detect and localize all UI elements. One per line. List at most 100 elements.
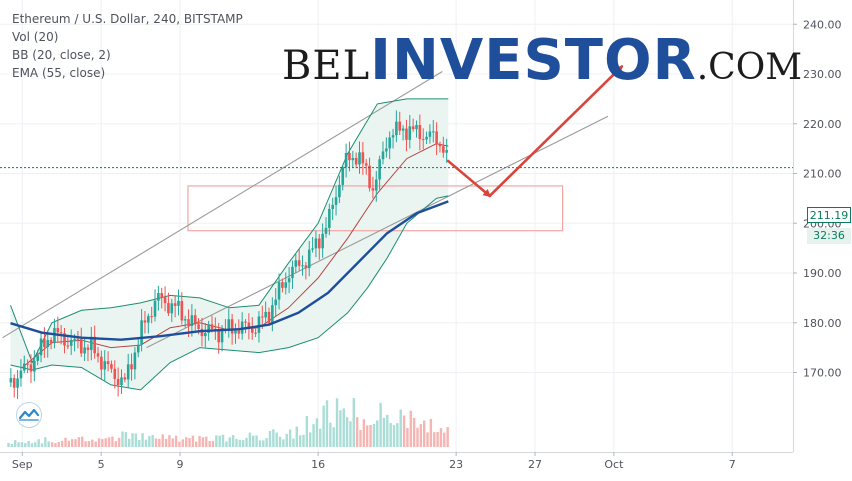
candle-body-67 — [234, 330, 237, 334]
candle-body-57 — [200, 328, 204, 337]
time-axis-label-5: 27 — [528, 458, 542, 471]
bar-countdown-tag: 32:36 — [807, 228, 851, 244]
candle-body-110 — [378, 159, 381, 180]
candle-body-35 — [126, 364, 130, 380]
candle-body-1 — [12, 378, 16, 388]
tradingview-logo-icon[interactable] — [16, 402, 42, 428]
ema-line — [10, 200, 449, 341]
candle-body-88 — [304, 265, 308, 269]
volume-bar-107 — [366, 425, 369, 447]
volume-bar-59 — [205, 436, 208, 447]
volume-bar-67 — [231, 435, 235, 447]
candle-body-52 — [183, 319, 187, 321]
watermark-part-investor: INVESTOR — [370, 28, 697, 93]
legend-bollinger[interactable]: BB (20, close, 2) — [12, 48, 111, 62]
volume-bar-120 — [409, 410, 412, 447]
candle-body-3 — [19, 370, 23, 379]
candle-body-114 — [391, 135, 395, 138]
candle-body-5 — [26, 363, 29, 365]
volume-bar-29 — [104, 438, 107, 447]
volume-bar-6 — [27, 441, 30, 447]
candle-body-41 — [147, 316, 150, 323]
volume-bar-23 — [84, 441, 87, 447]
candle-body-21 — [79, 339, 83, 354]
candle-body-39 — [140, 320, 143, 345]
volume-bar-130 — [443, 432, 446, 447]
volume-bar-20 — [74, 439, 77, 447]
volume-bar-78 — [268, 430, 272, 447]
candle-body-90 — [311, 248, 314, 250]
candle-body-89 — [307, 249, 311, 269]
candle-body-44 — [157, 293, 160, 301]
candle-body-115 — [395, 121, 398, 136]
volume-bar-118 — [402, 415, 406, 447]
candle-body-75 — [260, 316, 264, 318]
volume-bar-104 — [355, 417, 359, 447]
candle-body-8 — [36, 355, 39, 361]
price-axis-label-1: 180.00 — [803, 317, 842, 330]
candle-body-95 — [328, 209, 331, 228]
forecast-arrow-1 — [446, 159, 492, 198]
volume-bar-47 — [164, 438, 168, 447]
volume-bar-72 — [248, 432, 252, 447]
candle-body-120 — [411, 126, 415, 130]
candle-body-37 — [133, 352, 137, 370]
candle-body-32 — [116, 378, 120, 386]
price-axis-label-7: 240.00 — [803, 18, 842, 31]
price-axis-label-4: 210.00 — [803, 168, 842, 181]
volume-bar-96 — [329, 422, 332, 447]
candle-body-72 — [250, 328, 254, 333]
legend-symbol[interactable]: Ethereum / U.S. Dollar, 240, BITSTAMP — [12, 12, 243, 26]
volume-bar-105 — [359, 430, 362, 447]
volume-bar-128 — [436, 431, 439, 447]
legend-ema[interactable]: EMA (55, close) — [12, 66, 106, 80]
candle-body-112 — [385, 148, 388, 152]
volume-bar-4 — [20, 442, 24, 447]
volume-bar-40 — [141, 433, 144, 447]
volume-bar-109 — [372, 423, 376, 447]
volume-bar-16 — [60, 440, 64, 447]
time-axis-label-3: 16 — [311, 458, 325, 471]
volume-bar-89 — [305, 416, 309, 447]
candle-body-86 — [297, 260, 301, 266]
candle-body-128 — [438, 144, 442, 147]
volume-bar-113 — [386, 414, 389, 447]
candle-body-96 — [331, 204, 334, 210]
volume-bar-38 — [134, 433, 138, 447]
volume-bar-51 — [178, 441, 181, 447]
candle-body-50 — [177, 300, 180, 306]
candle-body-38 — [136, 344, 140, 353]
volume-bar-65 — [225, 441, 228, 447]
volume-bar-2 — [14, 440, 17, 447]
candle-body-40 — [143, 320, 147, 323]
volume-bar-115 — [392, 425, 396, 447]
volume-bar-100 — [342, 408, 345, 447]
volume-bar-52 — [181, 439, 185, 447]
volume-bar-13 — [50, 442, 54, 447]
volume-bar-43 — [151, 434, 154, 447]
volume-bar-123 — [419, 424, 423, 447]
time-axis-label-4: 23 — [449, 458, 463, 471]
legend-volume[interactable]: Vol (20) — [12, 30, 59, 44]
candle-body-54 — [190, 315, 194, 326]
volume-bar-127 — [433, 432, 436, 447]
volume-bar-116 — [396, 423, 399, 447]
volume-bar-36 — [127, 438, 131, 447]
candle-body-91 — [314, 238, 318, 249]
volume-bar-15 — [57, 441, 60, 447]
volume-bar-114 — [389, 423, 392, 447]
volume-bar-0 — [7, 442, 10, 447]
candle-body-36 — [130, 364, 133, 370]
candle-body-58 — [204, 332, 207, 337]
candle-body-94 — [324, 227, 328, 234]
candle-body-73 — [254, 332, 257, 334]
volume-bar-117 — [399, 409, 402, 447]
volume-bar-11 — [44, 437, 47, 447]
bollinger-lower-line — [10, 195, 449, 391]
candle-body-42 — [150, 316, 153, 318]
watermark-logo: BELINVESTOR.COM — [282, 28, 802, 93]
candle-body-71 — [247, 322, 251, 329]
volume-bar-90 — [309, 432, 312, 447]
volume-bar-108 — [369, 425, 372, 447]
